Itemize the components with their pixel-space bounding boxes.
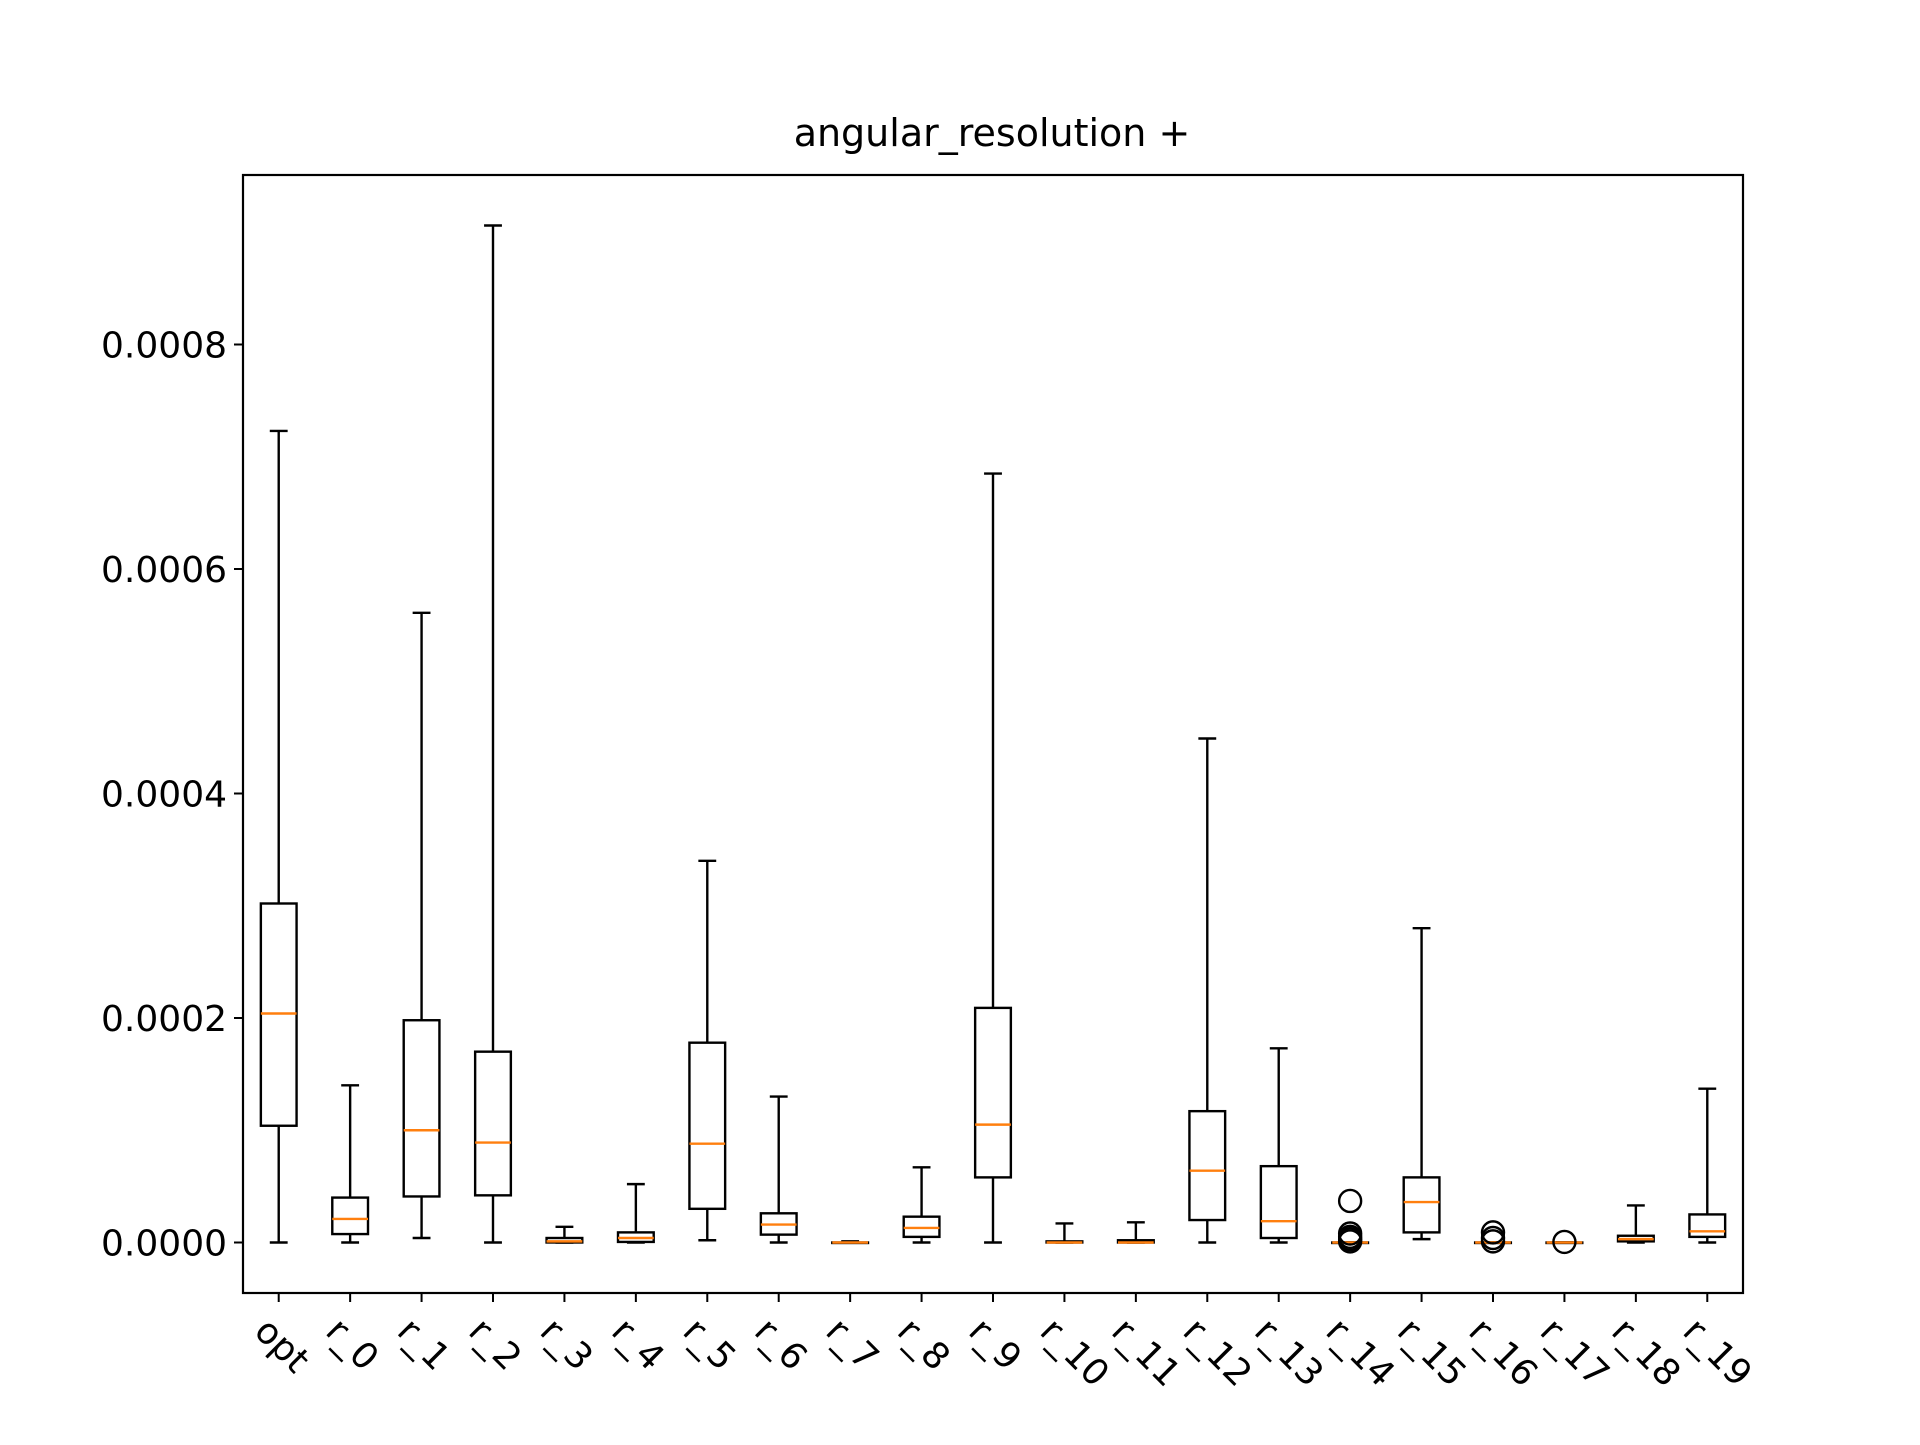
outlier-point <box>1480 1229 1506 1254</box>
iqr-box <box>1688 1213 1727 1239</box>
iqr-box <box>1259 1164 1298 1240</box>
outlier-point <box>1337 1229 1363 1254</box>
box-r_18 <box>1616 1204 1655 1244</box>
box-r_14 <box>1331 1188 1370 1254</box>
iqr-box <box>473 1050 513 1197</box>
box-r_9 <box>973 472 1013 1244</box>
iqr-box <box>1402 1176 1441 1234</box>
box-r_11 <box>1116 1221 1155 1244</box>
axes-frame <box>241 173 1745 1295</box>
box-r_12 <box>1188 737 1227 1244</box>
iqr-box <box>688 1041 727 1211</box>
outlier-point <box>1480 1220 1506 1245</box>
outlier-point <box>1337 1188 1363 1214</box>
iqr-box <box>331 1196 370 1236</box>
box-r_16 <box>1473 1220 1513 1254</box>
box-r_4 <box>616 1182 655 1244</box>
outlier-point <box>1552 1229 1577 1255</box>
box-opt <box>259 429 298 1244</box>
box-r_8 <box>902 1166 941 1244</box>
box-r_3 <box>545 1225 584 1244</box>
y-tick-label: 0.0008 <box>101 325 227 366</box>
chart-title: angular_resolution + <box>794 111 1191 155</box>
box-r_15 <box>1402 926 1441 1241</box>
box-r_17 <box>1545 1229 1584 1255</box>
iqr-box <box>402 1019 441 1198</box>
y-tick-label: 0.0004 <box>101 774 227 815</box>
y-tick-label: 0.0002 <box>101 999 227 1040</box>
iqr-box <box>1188 1109 1227 1222</box>
y-tick-label: 0.0000 <box>101 1223 227 1264</box>
box-r_1 <box>402 611 441 1240</box>
box-r_19 <box>1688 1087 1727 1244</box>
box-r_0 <box>331 1084 370 1244</box>
box-r_10 <box>1045 1222 1084 1244</box>
y-tick-label: 0.0006 <box>101 550 227 591</box>
box-r_2 <box>473 224 513 1244</box>
box-r_6 <box>759 1095 798 1244</box>
iqr-box <box>973 1006 1013 1179</box>
box-r_13 <box>1259 1047 1298 1244</box>
box-r_7 <box>831 1240 870 1245</box>
box-r_5 <box>688 859 727 1242</box>
